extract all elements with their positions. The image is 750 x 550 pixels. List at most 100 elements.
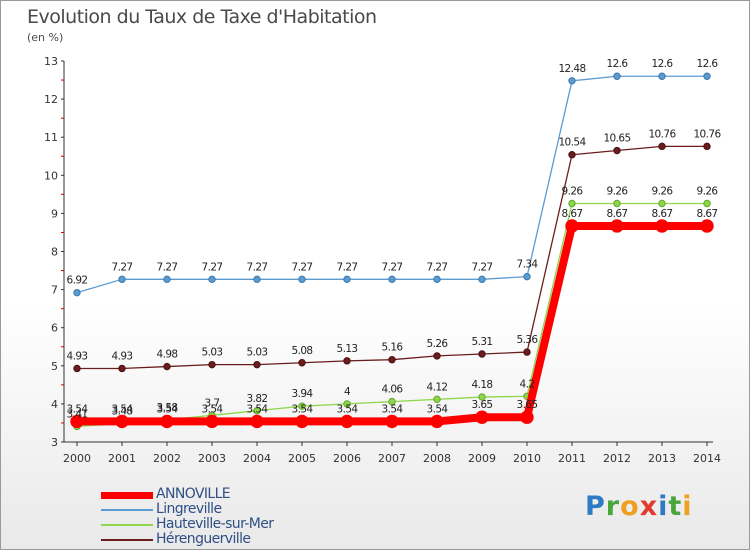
data-label-annoville: 8.67 [607, 208, 628, 220]
y-axis-unit: (en %) [27, 31, 64, 44]
data-point-herenguerville [523, 348, 531, 356]
data-point-lingreville [208, 275, 216, 284]
legend-label: Lingreville [156, 501, 222, 517]
logo-letter: i [658, 491, 669, 522]
data-label-lingreville: 7.27 [382, 261, 403, 273]
data-point-herenguerville [658, 142, 666, 151]
data-point-lingreville [703, 72, 711, 80]
data-label-annoville: 3.54 [67, 403, 89, 415]
legend-swatch [101, 491, 153, 499]
data-point-lingreville [568, 77, 576, 85]
data-label-hauteville-sur-mer: 4.06 [382, 384, 404, 396]
data-label-annoville: 8.67 [652, 208, 673, 220]
data-point-herenguerville [298, 359, 306, 367]
data-point-hauteville-sur-mer [253, 407, 261, 415]
x-tick-label: 2000 [63, 452, 91, 465]
logo-letter: t [668, 491, 683, 522]
data-point-lingreville [298, 275, 306, 284]
data-point-hauteville-sur-mer [703, 199, 711, 208]
data-point-annoville [295, 414, 309, 429]
data-point-lingreville [523, 272, 531, 281]
legend-swatch [101, 509, 153, 511]
data-point-annoville [205, 414, 219, 429]
x-tick-label: 2012 [603, 452, 631, 465]
data-label-herenguerville: 5.08 [292, 345, 313, 357]
data-point-hauteville-sur-mer [478, 393, 486, 401]
data-label-annoville: 3.54 [382, 403, 404, 415]
data-label-lingreville: 7.34 [517, 259, 539, 271]
proxiti-logo: Proxiti [585, 491, 693, 522]
data-label-hauteville-sur-mer: 3.82 [247, 393, 268, 405]
y-tick-label: 12 [44, 93, 58, 106]
data-label-hauteville-sur-mer: 9.26 [607, 185, 629, 197]
logo-letter: x [639, 491, 659, 522]
x-tick-label: 2007 [378, 452, 406, 465]
data-point-lingreville [343, 275, 351, 284]
data-label-herenguerville: 10.65 [603, 133, 630, 145]
data-label-herenguerville: 5.13 [337, 343, 358, 355]
data-label-lingreville: 7.27 [292, 261, 313, 273]
y-tick-label: 13 [44, 55, 58, 68]
legend-swatch [101, 524, 153, 526]
data-label-annoville: 3.54 [292, 403, 314, 415]
data-point-annoville [655, 219, 669, 233]
data-point-annoville [565, 219, 579, 233]
data-point-herenguerville [253, 360, 261, 369]
data-label-lingreville: 12.6 [607, 58, 629, 70]
data-label-annoville: 8.67 [697, 208, 718, 220]
data-point-lingreville [613, 72, 621, 80]
data-label-lingreville: 7.27 [472, 261, 493, 273]
data-point-herenguerville [478, 350, 486, 358]
data-label-hauteville-sur-mer: 4 [344, 386, 351, 398]
data-label-annoville: 3.54 [427, 403, 449, 415]
data-label-herenguerville: 5.36 [517, 334, 539, 346]
data-label-lingreville: 7.27 [247, 261, 268, 273]
x-tick-label: 2006 [333, 452, 361, 465]
y-tick-label: 4 [51, 398, 58, 411]
data-point-annoville [520, 410, 534, 424]
data-point-annoville [340, 414, 354, 429]
x-tick-label: 2001 [108, 452, 136, 465]
y-tick-label: 11 [44, 131, 58, 144]
logo-letter: P [585, 491, 606, 522]
data-point-hauteville-sur-mer [433, 395, 441, 404]
data-point-herenguerville [388, 356, 396, 364]
chart-title: Evolution du Taux de Taxe d'Habitation [27, 6, 377, 28]
logo-letter: i [682, 491, 693, 522]
x-tick-label: 2004 [243, 452, 271, 465]
y-tick-label: 10 [44, 169, 58, 182]
data-label-herenguerville: 4.93 [112, 350, 133, 362]
data-label-herenguerville: 5.16 [382, 342, 404, 354]
data-label-annoville: 3.65 [517, 399, 538, 411]
data-point-lingreville [658, 72, 666, 80]
legend-swatch [101, 539, 153, 541]
data-label-hauteville-sur-mer: 9.26 [562, 185, 584, 197]
data-point-herenguerville [343, 357, 351, 365]
data-point-herenguerville [163, 362, 171, 371]
data-point-annoville [610, 219, 624, 233]
data-label-lingreville: 7.27 [337, 261, 358, 273]
data-label-lingreville: 12.48 [558, 63, 585, 75]
y-tick-label: 8 [51, 246, 58, 259]
data-label-annoville: 3.54 [112, 403, 134, 415]
data-point-annoville [430, 414, 444, 429]
data-label-annoville: 8.67 [562, 208, 583, 220]
data-label-hauteville-sur-mer: 3.94 [292, 388, 314, 400]
data-label-lingreville: 7.27 [157, 261, 178, 273]
x-tick-label: 2008 [423, 452, 451, 465]
data-label-herenguerville: 10.76 [693, 128, 721, 140]
data-point-hauteville-sur-mer [658, 199, 666, 208]
data-label-hauteville-sur-mer: 9.26 [697, 185, 719, 197]
data-label-herenguerville: 5.31 [472, 336, 493, 348]
data-label-hauteville-sur-mer: 4.12 [427, 381, 448, 393]
y-tick-label: 3 [51, 436, 58, 449]
series-line-herenguerville [77, 145, 707, 370]
data-label-annoville: 3.65 [472, 399, 493, 411]
data-label-herenguerville: 10.54 [558, 137, 586, 149]
data-label-annoville: 3.54 [337, 403, 359, 415]
series-line-lingreville [76, 75, 707, 294]
data-point-annoville [700, 219, 714, 233]
data-point-hauteville-sur-mer [568, 199, 576, 208]
